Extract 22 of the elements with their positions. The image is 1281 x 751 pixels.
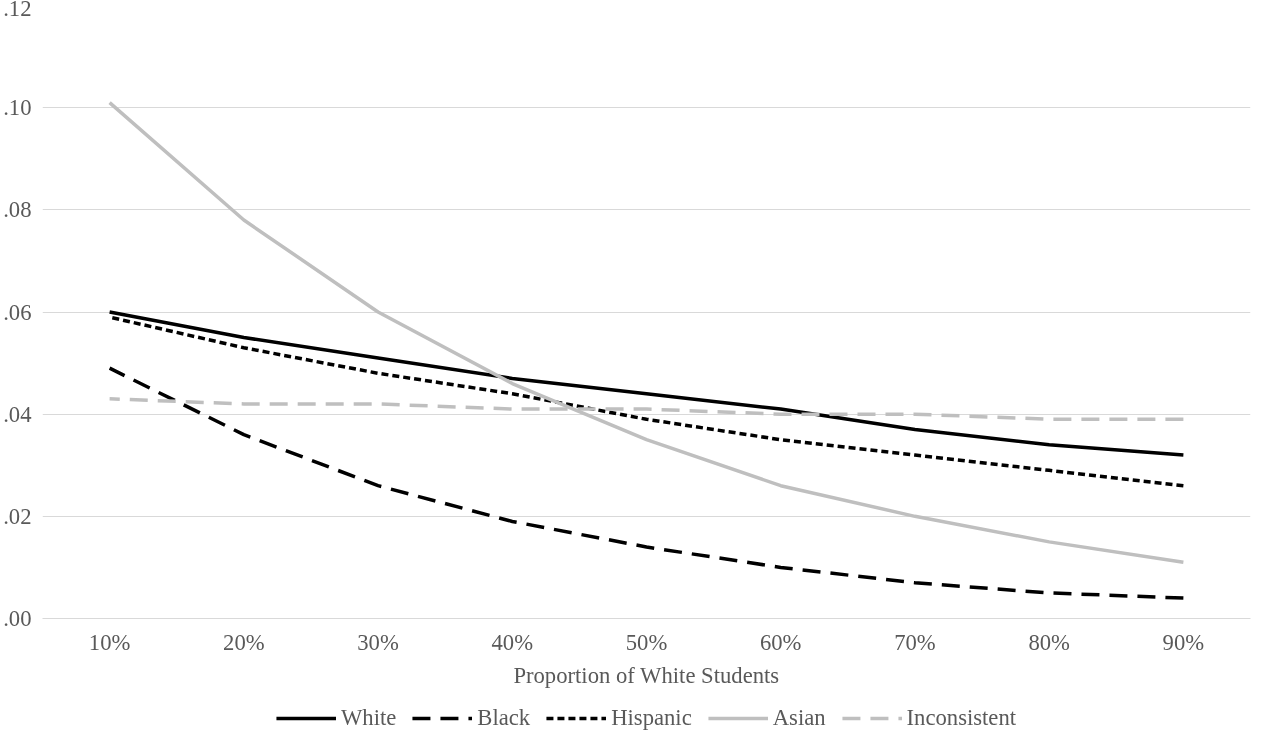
y-tick-label: .10 — [3, 95, 32, 121]
legend-label: Black — [477, 704, 531, 731]
y-tick-label: .06 — [3, 299, 32, 325]
x-tick-label: 60% — [759, 629, 802, 655]
legend-label: Hispanic — [611, 704, 692, 731]
x-tick-label: 30% — [357, 629, 399, 655]
y-tick-label: .12 — [3, 0, 32, 21]
y-tick-label: .04 — [3, 401, 32, 427]
x-tick-label: 20% — [223, 629, 265, 655]
legend-label: Asian — [772, 704, 826, 731]
x-axis-title: Proportion of White Students — [513, 662, 780, 688]
x-tick-label: 10% — [88, 629, 131, 655]
y-tick-label: .00 — [3, 606, 32, 631]
x-tick-label: 80% — [1028, 629, 1071, 655]
x-tick-label: 40% — [491, 629, 534, 655]
x-tick-label: 70% — [894, 629, 936, 655]
y-tick-label: .02 — [3, 503, 32, 529]
legend-label: Inconsistent — [906, 704, 1017, 731]
x-tick-label: 50% — [625, 629, 668, 655]
x-tick-label: 90% — [1162, 629, 1205, 655]
y-tick-label: .08 — [3, 197, 32, 223]
legend-label: White — [340, 704, 397, 731]
